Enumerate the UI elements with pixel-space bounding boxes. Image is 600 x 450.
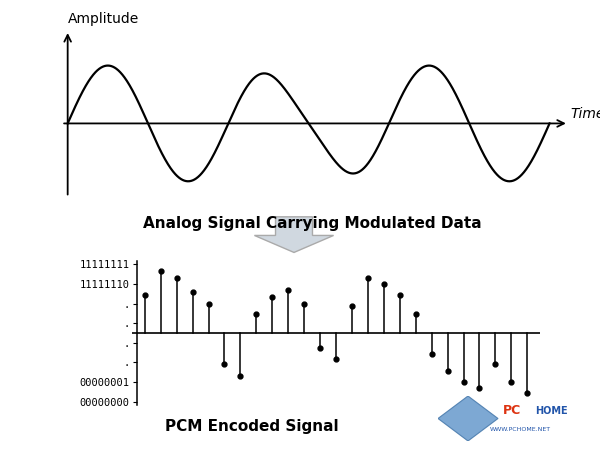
Polygon shape [438, 396, 498, 441]
FancyArrow shape [254, 217, 334, 252]
Text: Amplitude: Amplitude [68, 12, 139, 26]
Text: PC: PC [503, 404, 521, 417]
Text: HOME: HOME [536, 405, 568, 416]
Text: PCM Encoded Signal: PCM Encoded Signal [165, 418, 339, 433]
Text: Time: Time [571, 107, 600, 121]
Text: WWW.PCHOME.NET: WWW.PCHOME.NET [490, 427, 551, 432]
Text: Analog Signal Carrying Modulated Data: Analog Signal Carrying Modulated Data [143, 216, 481, 231]
